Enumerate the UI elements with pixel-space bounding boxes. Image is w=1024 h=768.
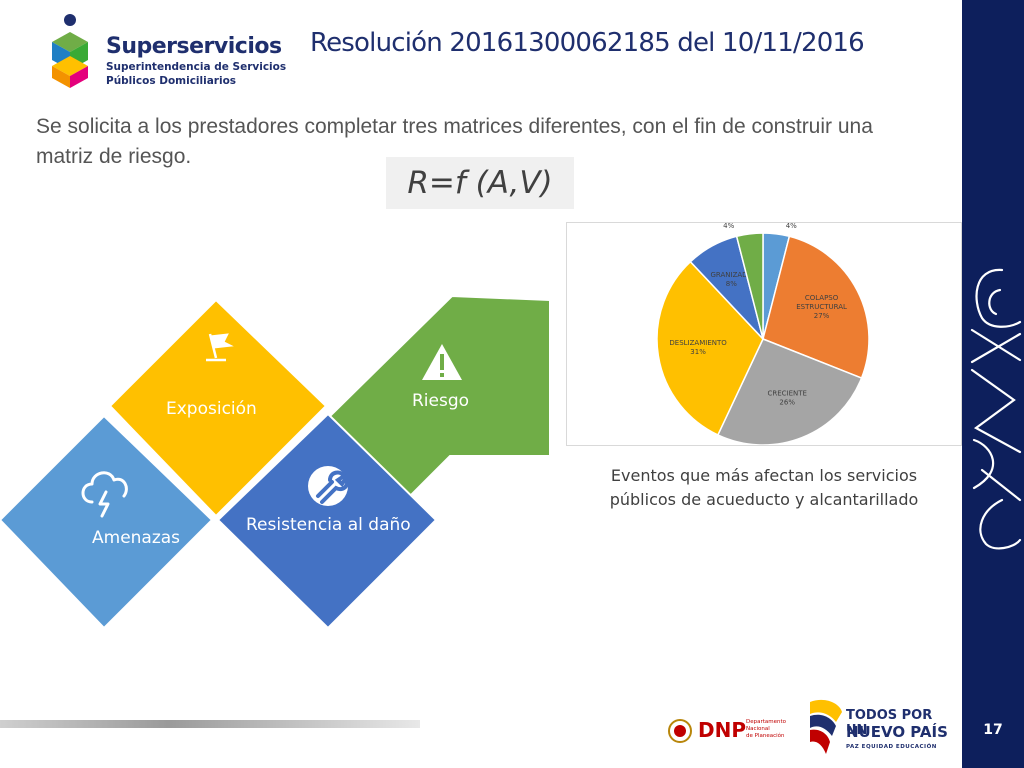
colombia-seal bbox=[668, 716, 692, 746]
decorative-scribble-icon bbox=[970, 268, 1022, 550]
pie-label-vendabal: VENDABAL4% bbox=[710, 223, 748, 230]
flag-swoosh-icon bbox=[810, 699, 842, 754]
cloud-lightning-icon bbox=[81, 471, 128, 518]
tpn-line-3: PAZ EQUIDAD EDUCACIÓN bbox=[846, 744, 937, 750]
intro-text: Se solicita a los prestadores completar … bbox=[36, 115, 873, 168]
pie-slice-deslizamiento bbox=[656, 260, 764, 436]
page-title: Resolución 20161300062185 del 10/11/2016 bbox=[310, 28, 865, 58]
tpn-line-1: TODOS POR UN bbox=[846, 708, 933, 738]
exposicion-label: Exposición bbox=[166, 399, 257, 419]
dnp-logo: DNP Departamento Nacional de Planeación bbox=[698, 718, 788, 748]
amenazas-label: Amenazas bbox=[92, 528, 180, 548]
superservicios-logo: Superservicios Superintendencia de Servi… bbox=[48, 14, 288, 90]
dnp-text: DNP bbox=[698, 718, 746, 742]
riesgo-label: Riesgo bbox=[412, 391, 469, 411]
right-sidebar bbox=[962, 0, 1024, 768]
logo-name: Superservicios bbox=[106, 34, 282, 59]
flag-icon bbox=[206, 333, 234, 362]
resistencia-label: Resistencia al daño bbox=[246, 515, 411, 535]
chart-caption: Eventos que más afectan los servicios pú… bbox=[609, 466, 919, 509]
risk-diagram: Amenazas Exposición Resistencia al daño … bbox=[0, 296, 551, 630]
pie-label-avalancha: AVALANCHA4% bbox=[770, 223, 813, 230]
dnp-sub-3: de Planeación bbox=[746, 733, 785, 739]
dnp-sub-2: Nacional bbox=[746, 726, 770, 732]
logo-subtitle-2: Públicos Domiciliarios bbox=[106, 75, 237, 87]
pie-label-creciente: CRECIENTE 26% bbox=[767, 390, 806, 407]
footer-divider bbox=[0, 720, 420, 728]
pie-slice-creciente bbox=[716, 338, 863, 446]
page-number: 17 bbox=[983, 722, 1003, 738]
pie-label-deslizamiento: DESLIZAMIENTO 31% bbox=[669, 339, 727, 356]
logo-subtitle-1: Superintendencia de Servicios bbox=[106, 61, 287, 73]
dnp-sub-1: Departamento bbox=[746, 719, 787, 725]
exposicion-diamond-shape bbox=[108, 298, 328, 518]
warning-icon bbox=[422, 344, 462, 380]
seal-icon bbox=[668, 719, 692, 743]
pie-slice-vendabal bbox=[735, 232, 764, 340]
pie-label-granizada: GRANIZADA 8% bbox=[710, 271, 752, 288]
formula-box: R=f (A,V) bbox=[386, 157, 574, 209]
pie-label-colapso-estructural: COLAPSO ESTRUCTURAL 27% bbox=[796, 294, 847, 320]
todos-por-un-nuevo-pais-logo: TODOS POR UN NUEVO PAÍS PAZ EQUIDAD EDUC… bbox=[806, 692, 956, 758]
wrench-icon bbox=[308, 466, 350, 506]
pie-slice-colapso-estructural bbox=[762, 235, 870, 379]
tpn-line-2: NUEVO PAÍS bbox=[846, 723, 948, 741]
cube-logo-icon bbox=[52, 14, 88, 88]
amenazas-diamond-shape bbox=[0, 414, 214, 630]
resistencia-diamond-shape bbox=[216, 412, 438, 630]
